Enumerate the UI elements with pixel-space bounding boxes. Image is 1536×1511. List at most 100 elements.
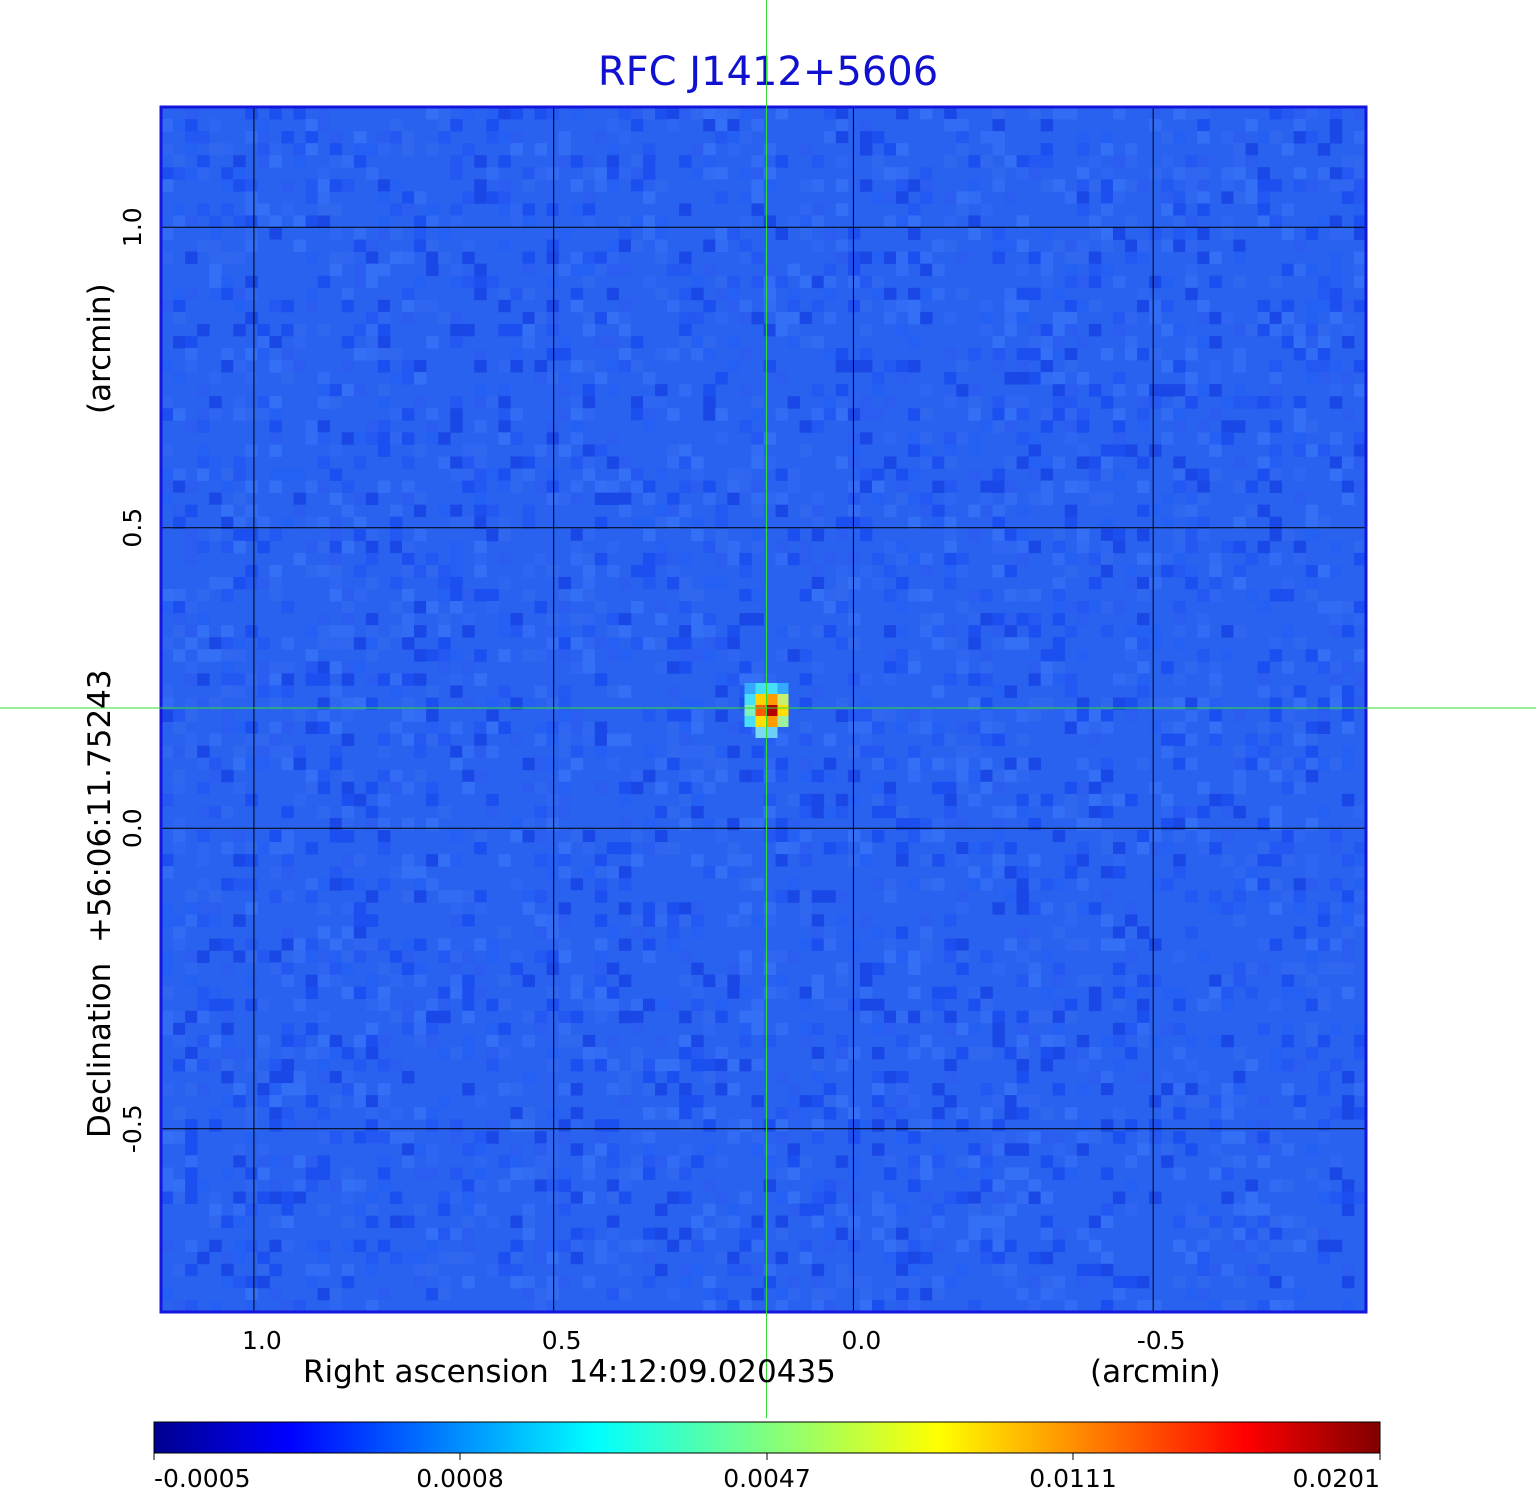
- image-pixel: [1257, 661, 1270, 674]
- image-pixel: [1112, 360, 1126, 373]
- image-pixel: [1040, 275, 1054, 289]
- image-pixel: [751, 432, 764, 445]
- image-pixel: [944, 432, 957, 445]
- image-pixel: [606, 1083, 620, 1096]
- image-pixel: [847, 251, 861, 265]
- image-pixel: [474, 649, 487, 662]
- image-pixel: [161, 902, 174, 915]
- image-pixel: [257, 408, 270, 421]
- image-pixel: [582, 348, 596, 361]
- image-pixel: [847, 673, 861, 686]
- image-pixel: [329, 685, 343, 698]
- image-pixel: [751, 589, 764, 602]
- image-pixel: [245, 239, 258, 252]
- image-pixel: [1137, 589, 1150, 602]
- image-pixel: [823, 396, 837, 409]
- image-pixel: [1353, 552, 1367, 566]
- image-pixel: [1329, 107, 1343, 120]
- image-pixel: [1004, 396, 1017, 409]
- image-pixel: [739, 384, 752, 397]
- image-pixel: [317, 1034, 331, 1048]
- image-pixel: [1293, 733, 1307, 747]
- image-pixel: [594, 1119, 608, 1132]
- image-pixel: [618, 311, 632, 325]
- image-pixel: [847, 360, 861, 373]
- image-pixel: [751, 528, 764, 542]
- image-pixel: [426, 420, 439, 433]
- image-pixel: [1004, 1239, 1017, 1253]
- image-pixel: [1185, 757, 1198, 771]
- image-pixel: [691, 1155, 704, 1168]
- image-pixel: [1125, 914, 1138, 927]
- image-pixel: [1257, 203, 1270, 216]
- image-pixel: [558, 914, 572, 927]
- image-pixel: [811, 420, 825, 433]
- image-pixel: [1004, 287, 1017, 301]
- image-pixel: [1341, 986, 1355, 1000]
- image-pixel: [835, 793, 849, 807]
- image-pixel: [920, 1227, 933, 1241]
- image-pixel: [161, 1095, 174, 1108]
- image-pixel: [402, 540, 415, 554]
- image-pixel: [1269, 323, 1283, 337]
- image-pixel: [1064, 601, 1078, 614]
- image-pixel: [161, 227, 174, 240]
- image-pixel: [1281, 1143, 1295, 1156]
- image-pixel: [1137, 830, 1150, 843]
- image-pixel: [389, 227, 403, 240]
- image-pixel: [1076, 167, 1090, 180]
- image-pixel: [859, 697, 873, 710]
- image-pixel: [691, 805, 704, 819]
- image-pixel: [221, 830, 234, 843]
- image-pixel: [884, 504, 897, 518]
- image-pixel: [715, 191, 728, 204]
- image-pixel: [1185, 516, 1198, 530]
- image-pixel: [1197, 878, 1210, 891]
- image-pixel: [1028, 589, 1042, 602]
- image-pixel: [1317, 215, 1331, 228]
- image-pixel: [1052, 649, 1066, 662]
- image-pixel: [522, 1167, 535, 1180]
- image-pixel: [173, 131, 186, 144]
- image-pixel: [655, 1058, 668, 1072]
- image-pixel: [1305, 107, 1319, 120]
- image-pixel: [1076, 1287, 1090, 1301]
- image-pixel: [811, 1179, 825, 1192]
- image-pixel: [1052, 384, 1066, 397]
- image-pixel: [1173, 504, 1186, 518]
- image-pixel: [835, 1058, 849, 1072]
- image-pixel: [341, 986, 355, 1000]
- image-pixel: [510, 733, 523, 747]
- image-pixel: [920, 432, 933, 445]
- image-pixel: [1161, 1143, 1174, 1156]
- image-pixel: [1233, 878, 1246, 891]
- image-pixel: [884, 360, 897, 373]
- image-pixel: [703, 1010, 716, 1024]
- image-pixel: [281, 1083, 294, 1096]
- image-pixel: [365, 998, 379, 1012]
- image-pixel: [1028, 1287, 1042, 1301]
- image-pixel: [389, 962, 403, 975]
- image-pixel: [968, 625, 981, 638]
- image-pixel: [510, 203, 523, 216]
- image-pixel: [847, 444, 861, 457]
- image-pixel: [1221, 1155, 1234, 1168]
- image-pixel: [655, 781, 668, 795]
- image-pixel: [1137, 1275, 1150, 1289]
- image-pixel: [173, 468, 186, 481]
- image-pixel: [1149, 576, 1162, 590]
- image-pixel: [1269, 528, 1283, 542]
- image-pixel: [570, 263, 584, 277]
- image-pixel: [1052, 239, 1066, 252]
- image-pixel: [715, 685, 728, 698]
- image-pixel: [763, 456, 776, 469]
- image-pixel: [341, 1083, 355, 1096]
- image-pixel: [1317, 372, 1331, 385]
- image-pixel: [1305, 1143, 1319, 1156]
- image-pixel: [281, 757, 294, 771]
- image-pixel: [221, 637, 234, 650]
- image-pixel: [293, 1179, 306, 1192]
- image-pixel: [1341, 890, 1355, 903]
- image-pixel: [908, 1167, 921, 1180]
- image-pixel: [968, 504, 981, 518]
